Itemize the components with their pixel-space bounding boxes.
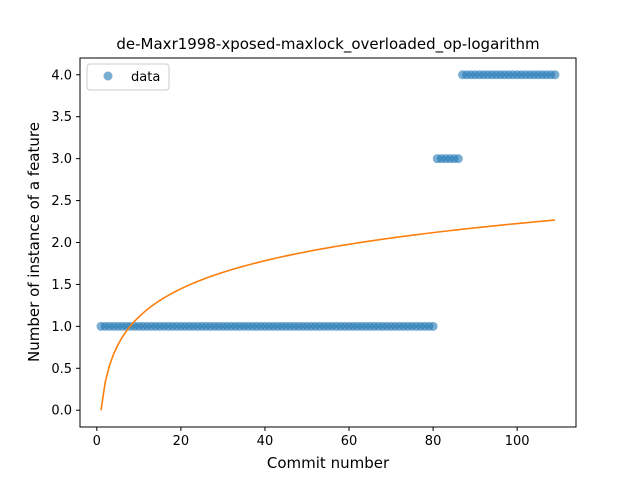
- x-tick-label: 0: [93, 434, 101, 449]
- x-tick-label: 20: [173, 434, 190, 449]
- plot-area: [80, 58, 576, 427]
- legend: data: [86, 63, 170, 91]
- y-tick-label: 2.0: [51, 236, 72, 251]
- data-point: [428, 321, 438, 331]
- axes-layer: 0 20 40 60 80 100 0.0 0.5 1.0 1.5 2.0 2.5 3.0 3.5 4.0: [51, 68, 529, 449]
- legend-marker-data: [103, 71, 113, 81]
- x-tick-label: 80: [425, 434, 442, 449]
- data-layer: [96, 70, 560, 411]
- x-axis-label: Commit number: [267, 454, 390, 472]
- legend-label-data: data: [131, 70, 160, 85]
- fit-line: [100, 219, 556, 411]
- y-tick-label: 4.0: [51, 68, 72, 83]
- x-tick-label: 60: [341, 434, 358, 449]
- x-tick-label: 40: [257, 434, 274, 449]
- y-tick-label: 1.0: [51, 320, 72, 335]
- data-point: [453, 154, 463, 164]
- y-tick-label: 3.5: [51, 110, 72, 125]
- y-tick-label: 3.0: [51, 152, 72, 167]
- plot-frame: [79, 57, 577, 428]
- x-tick-label: 100: [505, 434, 530, 449]
- data-point: [550, 70, 560, 80]
- y-axis-label: Number of instance of a feature: [25, 122, 43, 362]
- chart-title: de-Maxr1998-xposed-maxlock_overloaded_op…: [116, 35, 539, 54]
- y-tick-label: 1.5: [51, 278, 72, 293]
- legend-box: [86, 63, 170, 91]
- y-tick-label: 2.5: [51, 194, 72, 209]
- y-tick-label: 0.5: [51, 362, 72, 377]
- y-tick-label: 0.0: [51, 404, 72, 419]
